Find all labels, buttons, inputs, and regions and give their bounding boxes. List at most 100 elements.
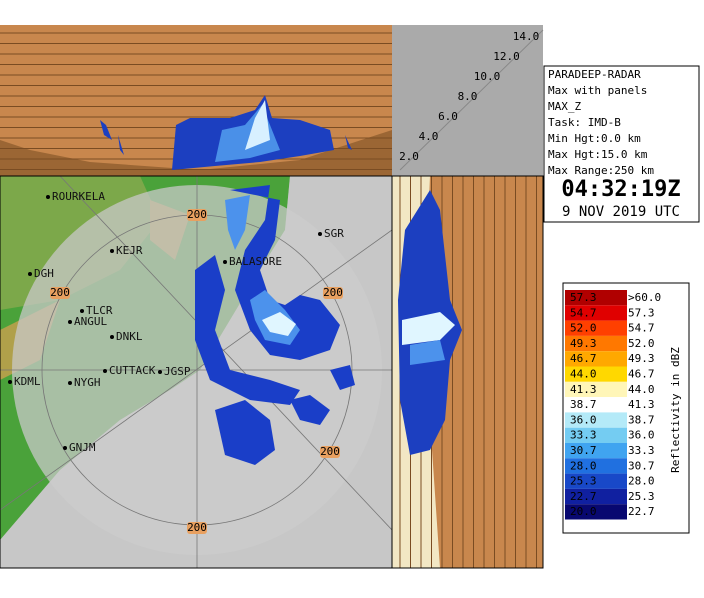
range-label: 200 (320, 445, 340, 458)
range-label: 200 (187, 208, 207, 221)
range-label: 200 (323, 286, 343, 299)
legend-title: Reflectivity in dBZ (669, 347, 682, 473)
info-line: PARADEEP-RADAR (548, 68, 641, 81)
place-marker (223, 260, 227, 264)
height-label: 12.0 (493, 50, 520, 63)
side-border (391, 175, 544, 569)
legend-high: 46.7 (628, 368, 655, 381)
height-label: 4.0 (419, 130, 439, 143)
side-panel (392, 176, 543, 568)
top-panel (0, 25, 392, 176)
legend-swatch (565, 320, 627, 336)
legend-swatch (565, 458, 627, 474)
place-label: TLCR (86, 304, 113, 317)
legend-low: 30.7 (570, 444, 597, 457)
legend-low: 25.3 (570, 475, 597, 488)
legend-swatch (565, 290, 627, 306)
legend-low: 57.3 (570, 291, 597, 304)
place-marker (68, 320, 72, 324)
height-label: 10.0 (474, 70, 501, 83)
legend-swatch (565, 335, 627, 352)
place-marker (46, 195, 50, 199)
legend-low: 22.7 (570, 490, 597, 503)
info-line: Max Range:250 km (548, 164, 654, 177)
range-tag (320, 446, 340, 458)
legend-low: 44.0 (570, 368, 597, 381)
place-marker (63, 446, 67, 450)
height-axis (399, 29, 544, 171)
height-label: 6.0 (438, 110, 458, 123)
legend-swatch (565, 443, 627, 459)
place-label: NYGH (74, 376, 101, 389)
legend-low: 49.3 (570, 337, 597, 350)
place-label: BALASORE (229, 255, 282, 268)
info-line: Min Hgt:0.0 km (548, 132, 641, 145)
legend-low: 41.3 (570, 383, 597, 396)
place-marker (110, 335, 114, 339)
range-label: 200 (50, 286, 70, 299)
range-tag (323, 287, 343, 299)
place-marker (318, 232, 322, 236)
legend-swatch (565, 381, 627, 398)
legend-high: 52.0 (628, 337, 655, 350)
legend-low: 46.7 (570, 352, 597, 365)
legend-swatch (565, 488, 627, 505)
legend-high: 54.7 (628, 322, 655, 335)
legend-low: 52.0 (570, 322, 597, 335)
height-panel (392, 25, 543, 176)
place-label: GNJM (69, 441, 96, 454)
place-label: DGH (34, 267, 54, 280)
legend-low: 38.7 (570, 398, 597, 411)
place-marker (8, 380, 12, 384)
legend-swatch (565, 351, 627, 367)
height-label: 14.0 (513, 30, 540, 43)
legend-high: 44.0 (628, 383, 655, 396)
place-label: DNKL (116, 330, 143, 343)
place-label: SGR (324, 227, 344, 240)
place-marker (28, 272, 32, 276)
legend-low: 20.0 (570, 505, 597, 518)
place-label: CUTTACK (109, 364, 156, 377)
place-label: JGSP (164, 365, 191, 378)
legend-high: 22.7 (628, 505, 655, 518)
info-line: MAX_Z (548, 100, 581, 113)
legend-high: 36.0 (628, 429, 655, 442)
legend-high: 28.0 (628, 475, 655, 488)
range-tag (187, 209, 207, 221)
legend-high: >60.0 (628, 291, 661, 304)
legend-swatch (565, 305, 627, 321)
legend-swatch (565, 427, 627, 443)
place-marker (103, 369, 107, 373)
place-marker (80, 309, 84, 313)
place-label: ROURKELA (52, 190, 105, 203)
legend-high: 57.3 (628, 306, 655, 319)
legend-swatch (565, 504, 627, 520)
legend-swatch (565, 397, 627, 413)
legend-swatch (565, 473, 627, 489)
range-tag (50, 287, 70, 299)
legend-low: 33.3 (570, 429, 597, 442)
legend-swatch (565, 366, 627, 382)
place-marker (110, 249, 114, 253)
legend-high: 25.3 (628, 490, 655, 503)
place-marker (68, 381, 72, 385)
time: 04:32:19Z (561, 177, 680, 202)
place-marker (158, 370, 162, 374)
range-tag (187, 522, 207, 534)
height-label: 8.0 (458, 90, 478, 103)
info-line: Task: IMD-B (548, 116, 621, 129)
legend-high: 30.7 (628, 459, 655, 472)
info-line: Max Hgt:15.0 km (548, 148, 648, 161)
legend-low: 54.7 (570, 306, 597, 319)
info-line: Max with panels (548, 84, 647, 97)
legend-low: 28.0 (570, 459, 597, 472)
legend-high: 49.3 (628, 352, 655, 365)
place-label: ANGUL (74, 315, 107, 328)
info-box (543, 65, 700, 223)
height-label: 2.0 (399, 150, 419, 163)
legend-swatch (565, 412, 627, 428)
date: 9 NOV 2019 UTC (562, 204, 680, 220)
legend-high: 41.3 (628, 398, 655, 411)
